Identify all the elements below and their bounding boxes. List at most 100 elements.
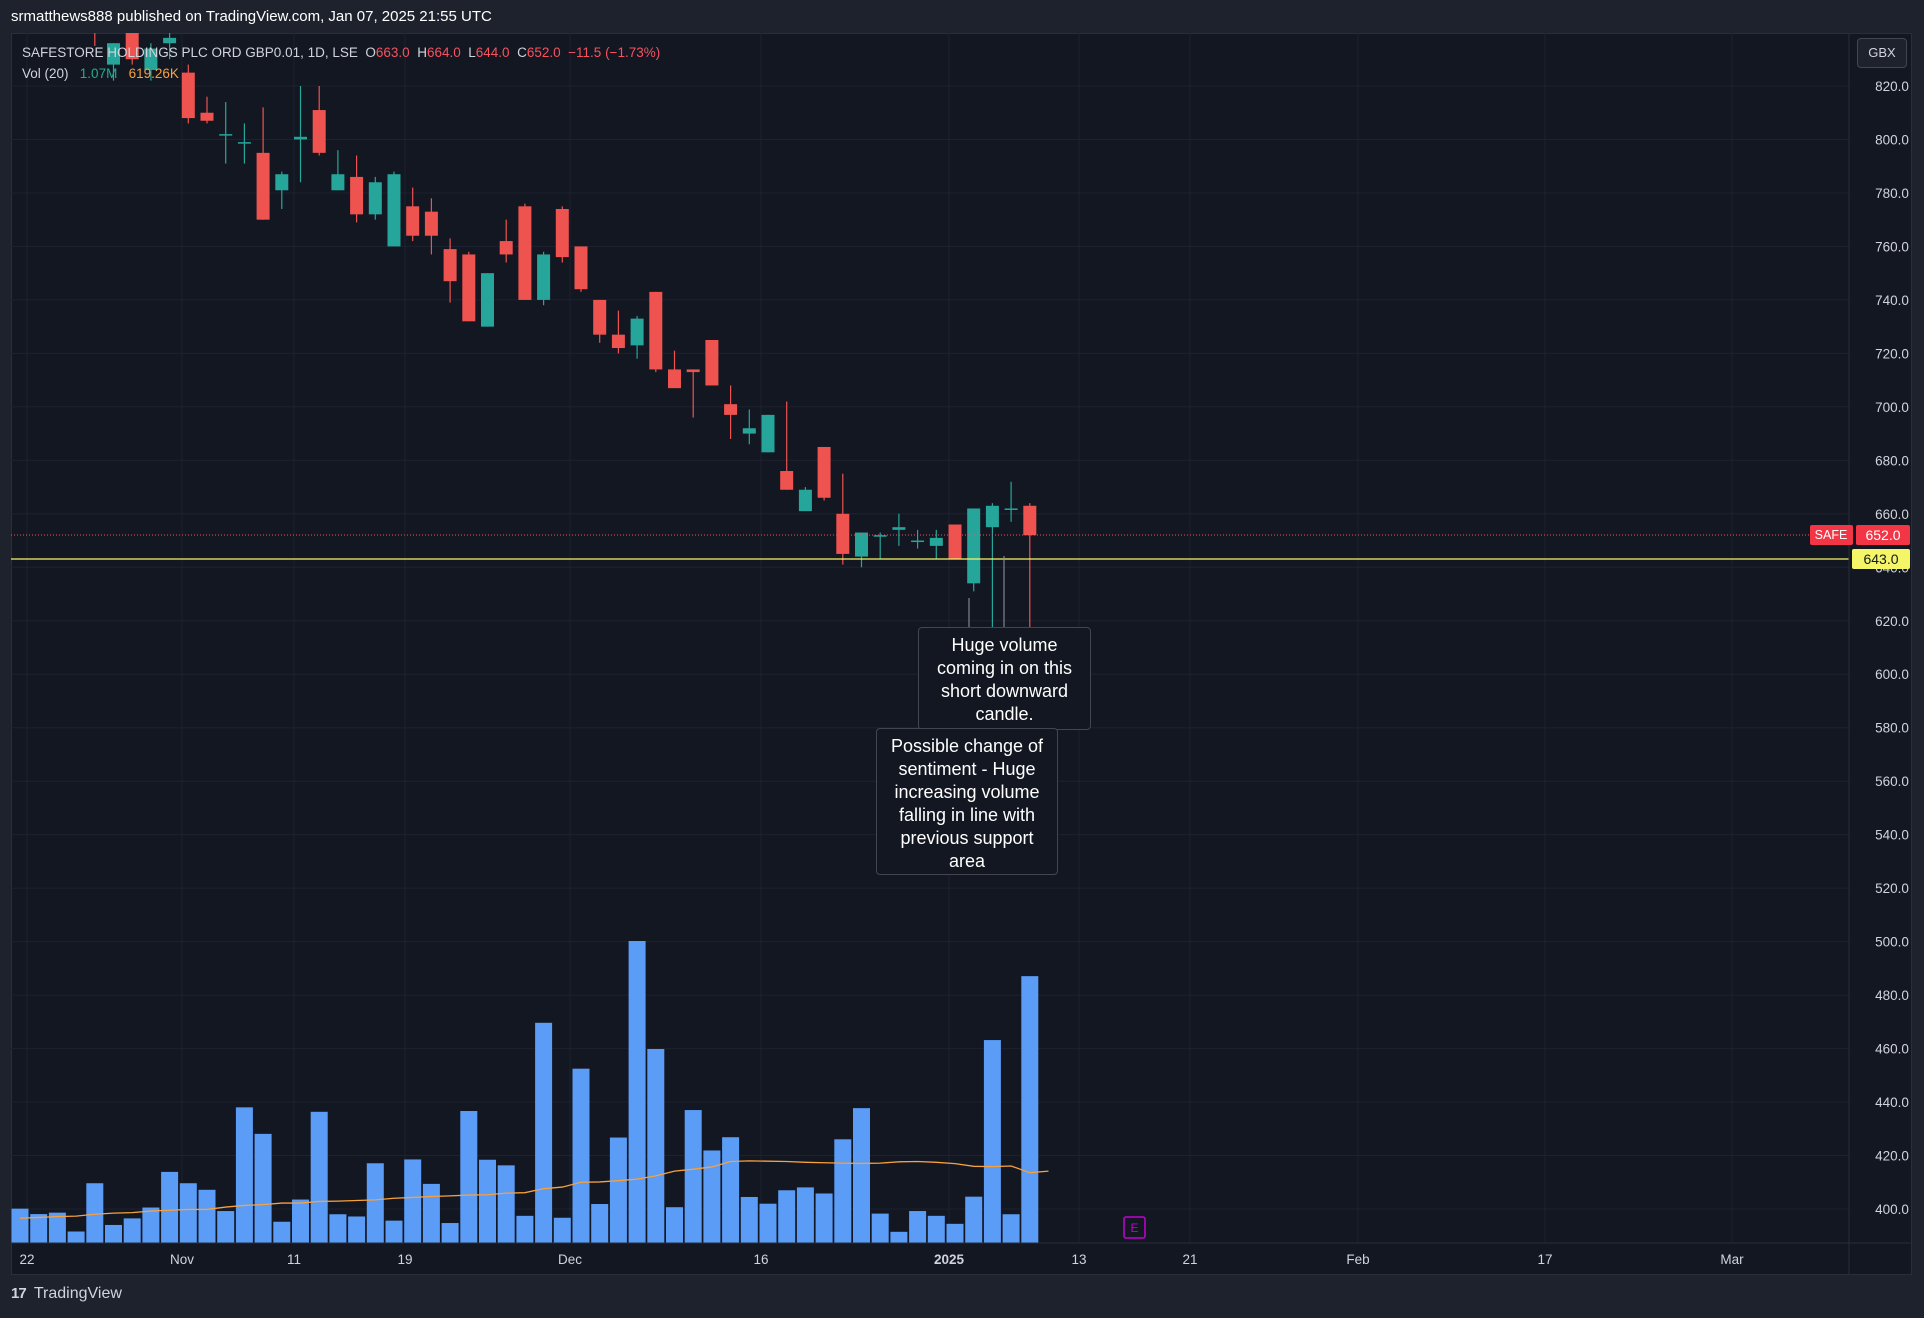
volume-bar — [460, 1111, 478, 1243]
candle-body — [107, 43, 120, 65]
volume-bar — [871, 1213, 889, 1243]
earnings-marker[interactable]: E — [1123, 1216, 1146, 1239]
volume-bar — [759, 1203, 777, 1243]
candle-body — [406, 206, 420, 236]
last-price-tag: SAFE 652.0 — [1810, 525, 1910, 545]
candle-body — [294, 136, 307, 140]
price-tick-label: 820.0 — [1875, 79, 1909, 94]
candle-body — [237, 142, 251, 144]
low-value: 644.0 — [475, 45, 510, 60]
candle-body — [312, 110, 326, 153]
candle-body — [892, 527, 906, 530]
price-tick-label: 780.0 — [1875, 186, 1909, 201]
chart-canvas[interactable]: 820.0 800.0 780.0 760.0 740.0 720.0 700.0 680.0… — [11, 33, 1912, 1275]
candle-body — [219, 134, 233, 136]
candle-body — [985, 505, 999, 528]
candle-body — [518, 206, 532, 300]
open-label: O — [365, 45, 376, 60]
tradingview-logo-icon: 17 — [11, 1285, 27, 1302]
close-value: 652.0 — [526, 45, 561, 60]
price-tick-label: 600.0 — [1875, 667, 1909, 682]
candle-body — [817, 446, 831, 498]
volume-bar — [628, 941, 646, 1243]
volume-bar — [11, 1208, 29, 1243]
price-tick-label: 700.0 — [1875, 400, 1909, 415]
candle-body — [200, 112, 214, 121]
candle-body — [780, 471, 794, 490]
volume-bar — [235, 1107, 253, 1243]
candle-body — [929, 537, 943, 546]
annotation-sentiment-note[interactable]: Possible change of sentiment - Huge incr… — [876, 728, 1058, 875]
volume-bar — [647, 1049, 665, 1243]
time-tick-label: 21 — [1182, 1252, 1197, 1267]
volume-bar — [86, 1183, 104, 1243]
time-tick-label: 19 — [397, 1252, 412, 1267]
currency-button[interactable]: GBX — [1857, 38, 1907, 68]
volume-bar — [609, 1137, 627, 1243]
volume-bar — [273, 1221, 291, 1243]
candle-body — [948, 524, 962, 560]
candle-body — [911, 540, 925, 543]
symbol-legend[interactable]: SAFESTORE HOLDINGS PLC ORD GBP0.01, 1D, … — [22, 42, 660, 84]
volume-bar — [142, 1207, 160, 1243]
candle-body — [537, 254, 551, 300]
legend-title: SAFESTORE HOLDINGS PLC ORD GBP0.01, 1D, … — [22, 45, 358, 60]
volume-bar — [703, 1150, 721, 1243]
candle-body — [668, 369, 681, 389]
annotation-volume-note[interactable]: Huge volume coming in on this short down… — [918, 627, 1091, 730]
published-info: srmatthews888 published on TradingView.c… — [11, 8, 492, 25]
volume-bar — [422, 1183, 440, 1243]
volume-bar — [890, 1231, 908, 1243]
time-axis: 22 Nov 11 19 Dec 16 2025 13 21 Feb 17 Mar — [19, 1252, 1744, 1267]
time-tick-label: Feb — [1346, 1252, 1369, 1267]
candle-body — [1023, 505, 1037, 536]
candle-body — [462, 254, 476, 322]
volume-ma-value: 619.26K — [128, 66, 179, 81]
candle-body — [1004, 508, 1018, 510]
close-label: C — [517, 45, 527, 60]
candle-body — [181, 72, 195, 119]
candle-body — [574, 246, 588, 290]
volume-bar — [292, 1199, 309, 1243]
price-axis: 820.0 800.0 780.0 760.0 740.0 720.0 700.0 680.0… — [1875, 79, 1909, 1217]
volume-ma-line — [19, 1160, 1049, 1219]
volume-bar — [796, 1187, 814, 1243]
time-tick-label: Nov — [170, 1252, 194, 1267]
change-value: −11.5 (−1.73%) — [568, 45, 661, 60]
candle-body — [855, 532, 868, 557]
candle-body — [481, 273, 494, 327]
legend-price-row: SAFESTORE HOLDINGS PLC ORD GBP0.01, 1D, … — [22, 42, 660, 63]
volume-bar — [778, 1190, 796, 1243]
volume-bar — [30, 1214, 48, 1243]
support-price-tag: 643.0 — [1852, 549, 1910, 569]
volume-bar — [927, 1215, 945, 1243]
time-tick-label: Dec — [558, 1252, 582, 1267]
price-tick-label: 720.0 — [1875, 346, 1909, 361]
volume-value: 1.07M — [79, 66, 118, 81]
price-tick-label: 680.0 — [1875, 453, 1909, 468]
volume-bar — [516, 1215, 534, 1243]
candle-body — [873, 535, 887, 537]
volume-bar — [497, 1165, 515, 1243]
candlesticks — [94, 33, 1037, 637]
low-label: L — [468, 45, 476, 60]
time-tick-label: 16 — [753, 1252, 768, 1267]
candle-body — [836, 513, 850, 554]
volume-bars — [11, 941, 1039, 1243]
candle-body — [593, 299, 607, 335]
candle-body — [967, 508, 981, 584]
candle-body — [144, 48, 158, 70]
high-label: H — [417, 45, 427, 60]
volume-bar — [983, 1040, 1001, 1243]
price-tick-label: 740.0 — [1875, 293, 1909, 308]
volume-bar — [722, 1137, 740, 1243]
candle-body — [331, 174, 345, 191]
candle-body — [649, 291, 663, 370]
volume-bar — [329, 1214, 347, 1243]
publisher-bar: srmatthews888 published on TradingView.c… — [0, 0, 1924, 33]
symbol-tag-label: SAFE — [1815, 528, 1848, 542]
volume-bar — [684, 1110, 702, 1243]
tradingview-branding: 17 TradingView — [11, 1285, 122, 1309]
price-tick-label: 400.0 — [1875, 1202, 1909, 1217]
candle-body — [125, 33, 139, 60]
